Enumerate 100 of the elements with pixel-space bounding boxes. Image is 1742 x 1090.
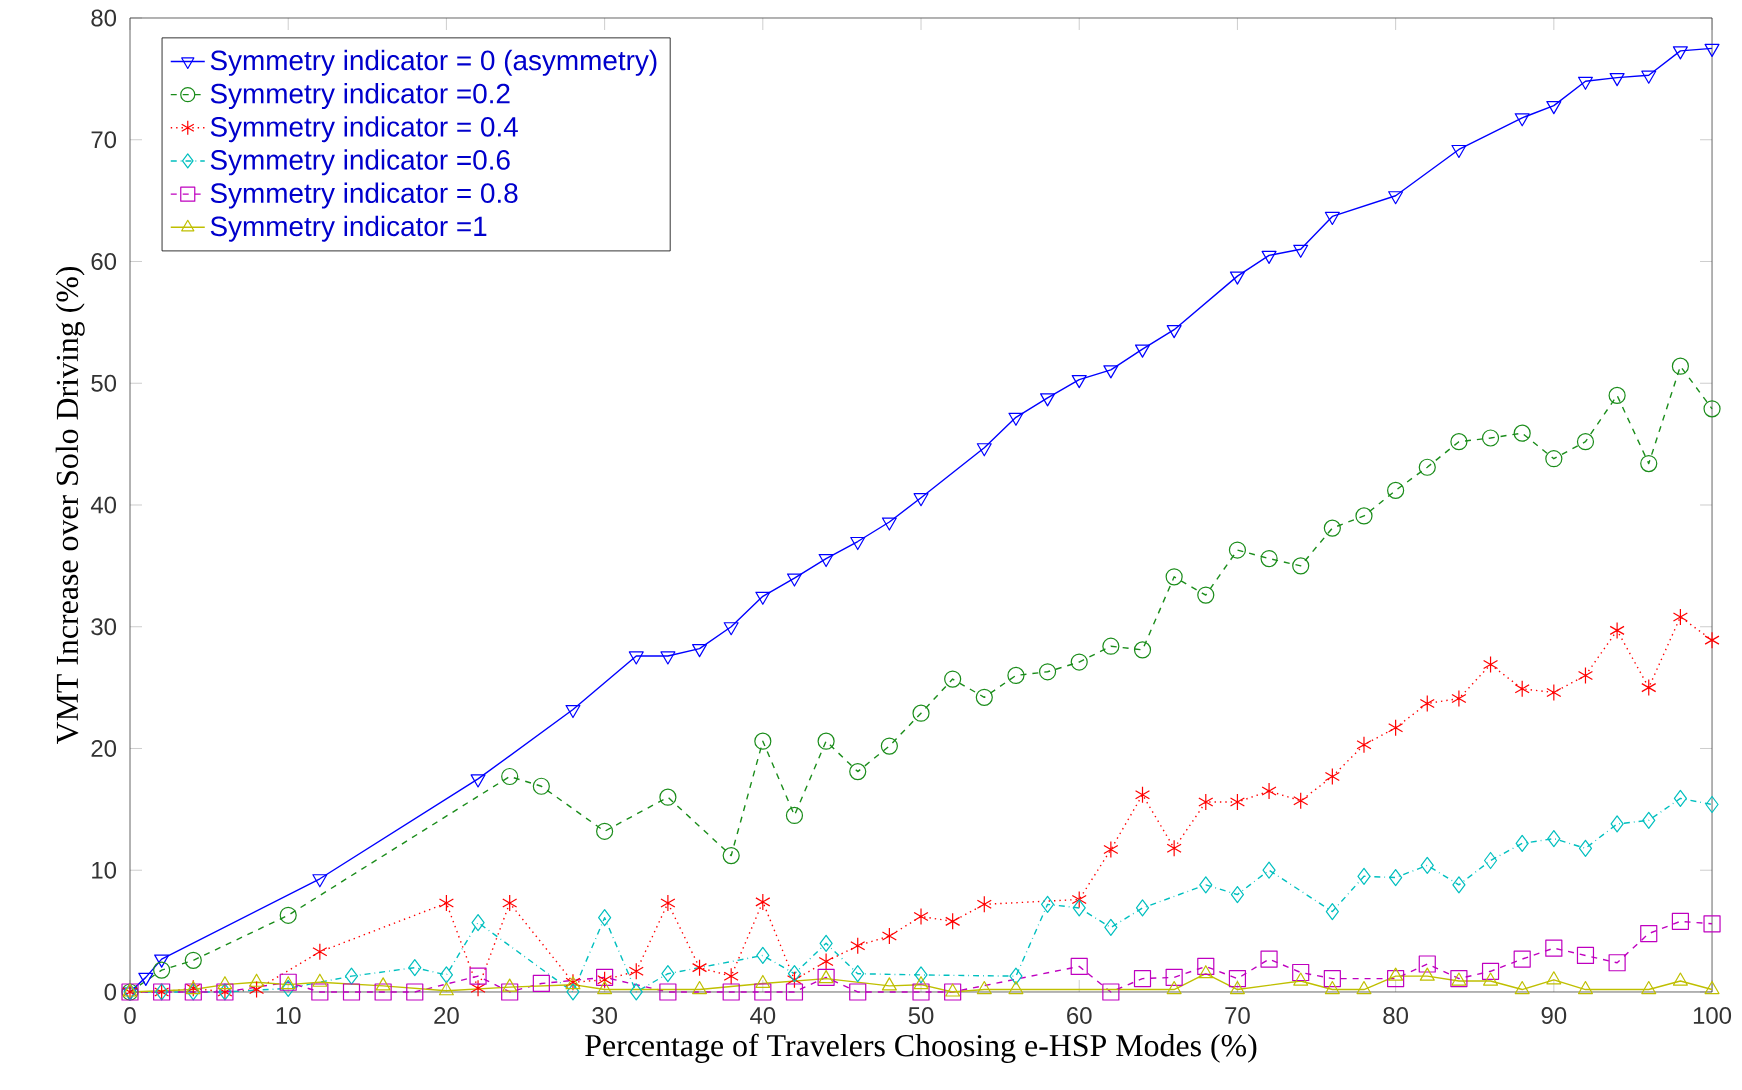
x-tick-label: 50	[908, 1007, 934, 1024]
y-tick-label: 20	[91, 740, 117, 757]
point	[1514, 680, 1530, 698]
point	[818, 553, 834, 568]
x-tick-label: 40	[750, 1007, 776, 1024]
point	[1102, 637, 1120, 655]
point	[1451, 144, 1467, 159]
point	[1483, 972, 1499, 986]
point	[1452, 876, 1466, 894]
point	[628, 962, 644, 980]
point	[1483, 851, 1498, 870]
point	[1578, 839, 1593, 857]
point	[1103, 840, 1119, 859]
point	[914, 966, 928, 984]
point	[755, 974, 771, 989]
x-tick-label: 20	[434, 1007, 459, 1024]
legend-label: Symmetry indicator =0.6	[210, 149, 510, 176]
point	[1262, 861, 1276, 879]
point	[1389, 868, 1403, 887]
point	[312, 943, 328, 961]
point	[1608, 386, 1626, 405]
point	[1070, 957, 1088, 976]
point	[881, 517, 897, 531]
point	[1672, 46, 1688, 60]
point	[1292, 963, 1310, 982]
point	[628, 651, 644, 665]
point	[1229, 793, 1245, 811]
point	[1673, 789, 1687, 807]
point	[659, 983, 677, 1001]
point	[374, 983, 392, 1001]
point	[692, 644, 708, 658]
point	[1038, 663, 1057, 681]
point	[470, 979, 486, 997]
point	[1450, 433, 1468, 451]
point	[1419, 967, 1435, 981]
point	[1323, 969, 1341, 988]
point	[311, 983, 329, 1001]
point	[1230, 885, 1245, 904]
point	[565, 704, 581, 719]
point	[849, 983, 867, 1001]
point	[1292, 557, 1310, 575]
point	[1609, 621, 1625, 639]
x-tick-label: 90	[1541, 1007, 1567, 1024]
point	[1514, 980, 1530, 995]
point	[502, 978, 518, 992]
point	[532, 777, 550, 795]
x-tick-label: 80	[1383, 1007, 1408, 1024]
point	[1103, 365, 1119, 379]
point	[1166, 839, 1182, 857]
point	[1324, 767, 1340, 786]
point	[1642, 811, 1656, 829]
point	[660, 651, 676, 665]
point	[723, 967, 739, 985]
point	[1008, 412, 1024, 426]
point	[1134, 786, 1151, 804]
point	[945, 983, 961, 997]
point	[1641, 679, 1657, 697]
point	[1610, 815, 1624, 833]
point	[1672, 972, 1688, 986]
y-tick-label: 10	[92, 861, 117, 879]
legend-label: Symmetry indicator = 0 (asymmetry)	[210, 49, 657, 76]
point	[913, 976, 929, 990]
point	[1418, 458, 1436, 476]
y-tick-label: 80	[91, 9, 117, 27]
y-axis-title: VMT Increase over Solo Driving (%)	[55, 266, 85, 745]
point	[754, 732, 772, 750]
point	[1419, 694, 1435, 713]
point	[1102, 983, 1120, 1001]
point	[722, 983, 740, 1001]
point	[912, 704, 930, 722]
point	[659, 788, 677, 806]
point	[1261, 250, 1277, 264]
point	[184, 951, 202, 969]
point	[532, 974, 550, 993]
point	[1576, 946, 1595, 965]
legend-label: Symmetry indicator = 0.4	[210, 116, 518, 143]
point	[786, 971, 802, 989]
point	[1229, 271, 1245, 285]
point	[692, 959, 708, 977]
point	[1387, 969, 1405, 988]
point	[1198, 793, 1214, 811]
point	[406, 983, 424, 1001]
point	[1703, 400, 1721, 418]
point	[1704, 631, 1720, 649]
point	[755, 591, 771, 605]
point	[1104, 918, 1118, 937]
point	[1641, 70, 1657, 84]
point	[944, 983, 962, 1001]
y-tick-label: 40	[90, 496, 117, 514]
point	[976, 980, 992, 995]
point	[785, 806, 804, 825]
point	[1388, 191, 1404, 205]
point	[1134, 344, 1151, 358]
point	[439, 966, 454, 984]
x-tick-label: 70	[1225, 1007, 1250, 1024]
point	[723, 622, 739, 636]
point	[1324, 211, 1340, 226]
point	[787, 965, 802, 983]
x-tick-label: 30	[592, 1007, 617, 1024]
point	[913, 493, 929, 507]
